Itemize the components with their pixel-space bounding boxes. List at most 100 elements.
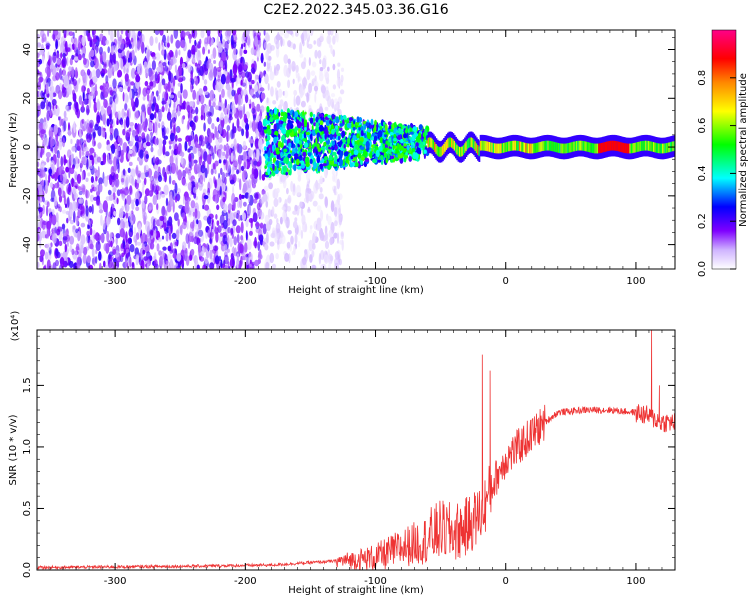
heatmap-cell bbox=[196, 219, 199, 225]
heatmap-cell bbox=[80, 204, 85, 215]
heatmap-cell bbox=[165, 260, 169, 265]
heatmap-cell bbox=[175, 39, 181, 49]
heatmap-cell bbox=[202, 264, 207, 269]
heatmap-cell bbox=[238, 163, 242, 174]
heatmap-cell bbox=[100, 125, 104, 137]
heatmap-cell bbox=[408, 155, 413, 162]
heatmap-cell bbox=[161, 100, 167, 105]
heatmap-cell bbox=[115, 233, 121, 239]
heatmap-cell bbox=[384, 134, 388, 138]
heatmap-cell bbox=[267, 34, 270, 42]
heatmap-cell bbox=[124, 203, 130, 213]
heatmap-cell bbox=[275, 252, 279, 260]
heatmap-cell bbox=[134, 97, 139, 108]
heatmap-cell bbox=[214, 84, 219, 91]
heatmap-cell bbox=[185, 233, 190, 245]
heatmap-cell bbox=[287, 119, 291, 124]
colorbar-tick-label: 0.8 bbox=[697, 70, 708, 86]
heatmap-cell bbox=[244, 94, 249, 104]
heatmap-cell bbox=[226, 248, 230, 253]
heatmap-cell bbox=[242, 182, 247, 194]
heatmap-cell bbox=[377, 130, 383, 138]
heatmap-cell bbox=[71, 200, 77, 212]
heatmap-cell bbox=[258, 138, 263, 150]
heatmap-cell bbox=[241, 43, 244, 50]
heatmap-cell bbox=[91, 30, 96, 36]
heatmap-cell bbox=[89, 147, 95, 154]
heatmap-cell bbox=[316, 219, 322, 231]
heatmap-cell bbox=[136, 241, 142, 246]
heatmap-cell bbox=[316, 155, 321, 164]
heatmap-cell bbox=[152, 230, 157, 239]
heatmap-cell bbox=[258, 159, 262, 166]
heatmap-cell bbox=[178, 127, 181, 133]
heatmap-cell bbox=[236, 233, 240, 244]
heatmap-cell bbox=[327, 30, 331, 36]
heatmap-cell bbox=[288, 142, 292, 147]
heatmap-cell bbox=[214, 180, 218, 189]
heatmap-cell bbox=[313, 230, 317, 240]
heatmap-cell bbox=[271, 263, 277, 269]
heatmap-cell bbox=[57, 187, 62, 197]
heatmap-cell bbox=[273, 123, 277, 131]
heatmap-cell bbox=[305, 132, 310, 135]
heatmap-cell bbox=[154, 121, 158, 134]
heatmap-cell bbox=[418, 124, 423, 131]
heatmap-cell bbox=[352, 134, 357, 141]
heatmap-cell bbox=[390, 142, 393, 148]
heatmap-cell bbox=[158, 122, 161, 129]
heatmap-cell bbox=[108, 253, 112, 260]
heatmap-cell bbox=[230, 129, 234, 140]
heatmap-cell bbox=[122, 221, 125, 229]
heatmap-cell bbox=[107, 46, 110, 54]
heatmap-cell bbox=[217, 42, 223, 53]
heatmap-cell bbox=[251, 176, 254, 186]
heatmap-cell bbox=[66, 149, 72, 159]
heatmap-cell bbox=[46, 89, 49, 95]
heatmap-cell bbox=[225, 172, 228, 177]
heatmap-cell bbox=[141, 201, 145, 209]
heatmap-cell bbox=[243, 49, 248, 54]
x-tick-label: -200 bbox=[234, 276, 257, 287]
heatmap-cell bbox=[170, 223, 173, 234]
heatmap-cell bbox=[91, 69, 97, 81]
heatmap-cell bbox=[209, 69, 213, 78]
heatmap-cell bbox=[122, 243, 126, 250]
heatmap-cell bbox=[412, 151, 417, 160]
heatmap-cell bbox=[61, 223, 66, 230]
colorbar-tick-label: 0.4 bbox=[697, 165, 708, 181]
heatmap-cell bbox=[184, 203, 190, 214]
heatmap-cell bbox=[200, 164, 206, 174]
heatmap-cell bbox=[255, 49, 261, 58]
heatmap-cell bbox=[231, 102, 235, 111]
heatmap-cell bbox=[91, 247, 95, 258]
heatmap-cell bbox=[182, 169, 186, 179]
heatmap-cell bbox=[166, 35, 170, 43]
heatmap-cell bbox=[194, 62, 198, 67]
heatmap-cell bbox=[75, 217, 79, 226]
heatmap-cell bbox=[158, 42, 161, 51]
heatmap-cell bbox=[223, 144, 227, 152]
heatmap-cell bbox=[130, 135, 135, 145]
heatmap-cell bbox=[142, 95, 146, 101]
heatmap-cell bbox=[149, 81, 154, 87]
heatmap-cell bbox=[206, 30, 211, 37]
heatmap-cell bbox=[40, 101, 46, 110]
heatmap-cell bbox=[208, 150, 212, 155]
heatmap-cell bbox=[37, 42, 42, 48]
heatmap-cell bbox=[193, 159, 198, 164]
heatmap-cell bbox=[371, 144, 374, 148]
heatmap-cell bbox=[191, 54, 196, 63]
heatmap-cell bbox=[121, 50, 125, 56]
heatmap-cell bbox=[72, 186, 76, 194]
heatmap-cell bbox=[223, 243, 228, 252]
heatmap-cell bbox=[259, 169, 262, 181]
heatmap-cell bbox=[243, 64, 248, 70]
heatmap-cell bbox=[37, 261, 40, 269]
heatmap-cell bbox=[258, 39, 262, 48]
heatmap-cell bbox=[362, 150, 368, 157]
heatmap-cell bbox=[283, 139, 287, 144]
heatmap-cell bbox=[182, 31, 186, 37]
heatmap-cell bbox=[90, 91, 96, 100]
heatmap-cell bbox=[322, 163, 327, 167]
